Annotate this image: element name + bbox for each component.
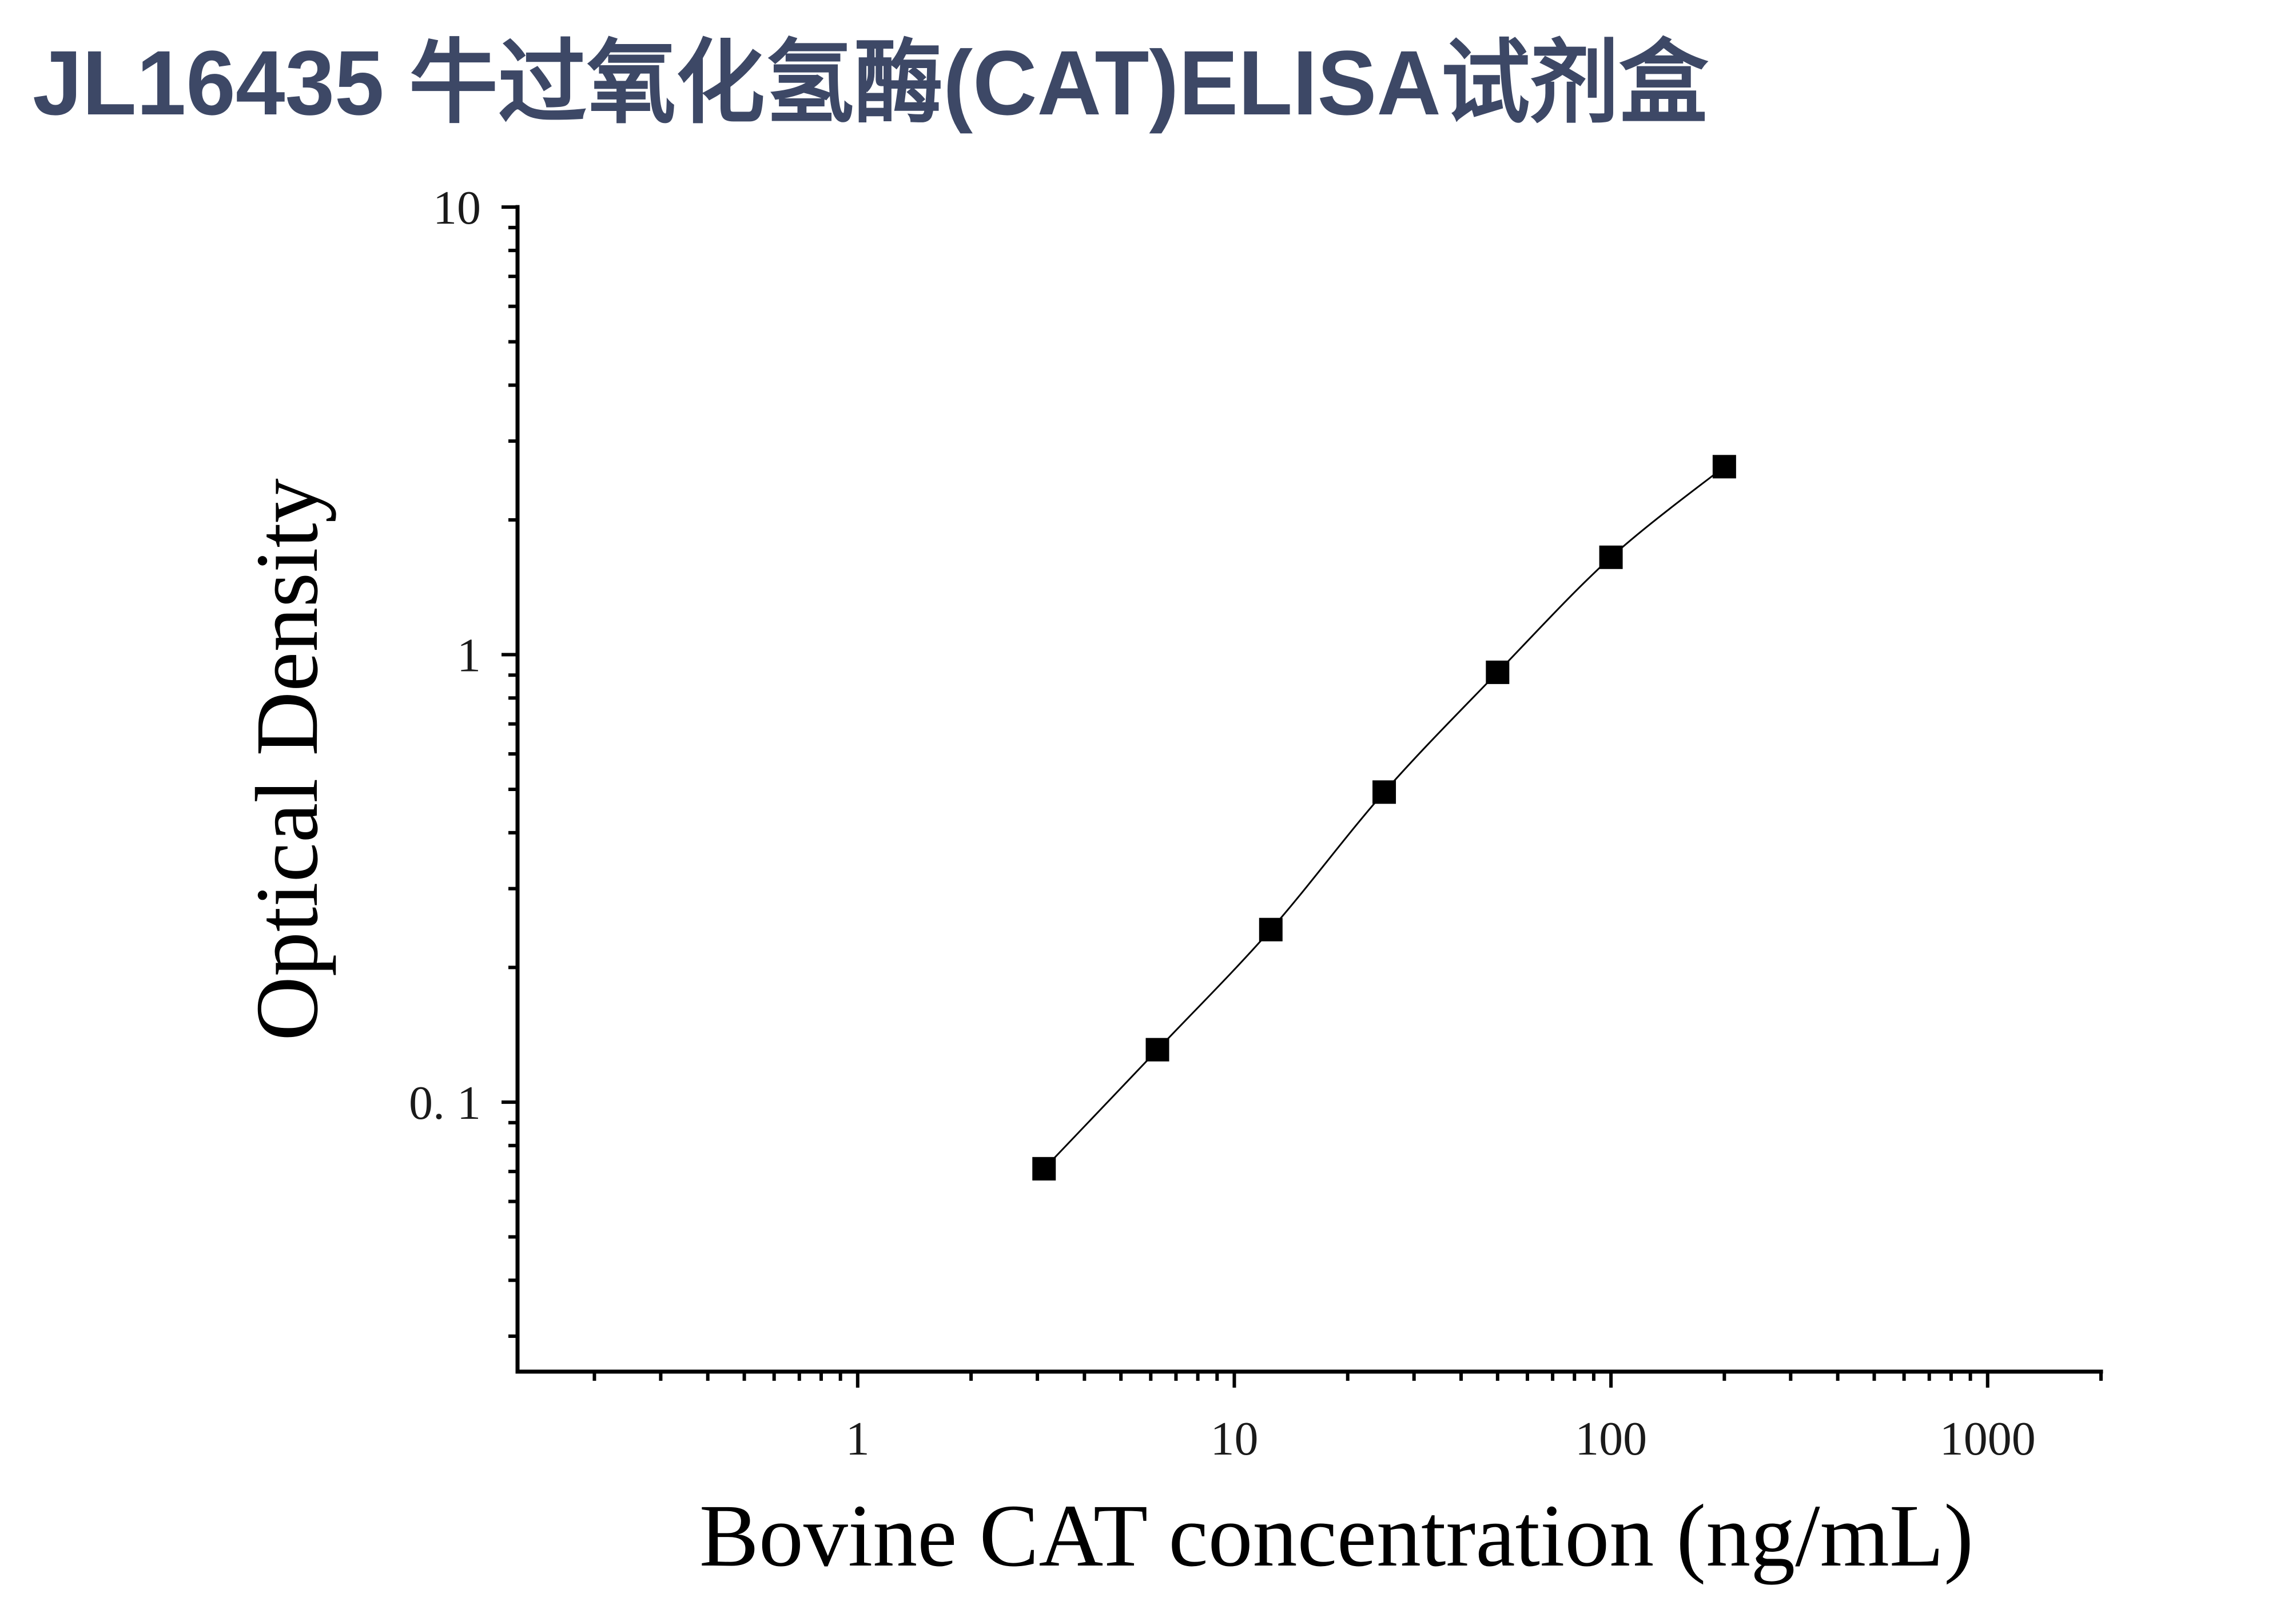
data-point-square [1712,455,1736,479]
data-point-square [1372,780,1396,804]
x-tick-label: 1 [846,1412,870,1465]
data-point-square [1145,1038,1169,1062]
data-point-square [1599,545,1623,569]
data-points [1032,455,1736,1181]
y-tick-label: 1 [457,629,481,682]
x-tick-label: 100 [1575,1412,1647,1465]
x-axis-label: Bovine CAT concentration (ng/mL) [699,1486,1973,1585]
y-axis-label: Optical Density [237,478,336,1040]
plot-area: 1 10 100 1000 0. 1 1 10 [409,181,2103,1465]
data-point-square [1032,1157,1056,1181]
data-point-square [1486,660,1510,684]
page-title: JL16435 牛过氧化氢酶(CAT)ELISA试剂盒 [33,31,1709,134]
x-tick-label: 10 [1210,1412,1258,1465]
y-tick-label: 0. 1 [409,1076,481,1130]
y-tick-label: 10 [433,181,481,235]
x-tick-label: 1000 [1940,1412,2036,1465]
y-tick-labels: 0. 1 1 10 [409,181,481,1130]
x-tick-labels: 1 10 100 1000 [846,1412,2036,1465]
data-point-square [1259,917,1283,941]
